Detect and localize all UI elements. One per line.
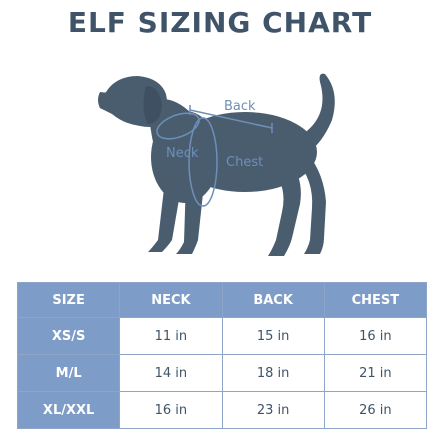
chest-cell: 21 in (323, 354, 428, 392)
dog-figure: Back Neck Chest (98, 73, 335, 256)
neck-label: Neck (166, 146, 199, 161)
chest-measure-loop (188, 117, 218, 207)
sizing-table: SIZE NECK BACK CHEST XS/S 11 in 15 in 16… (16, 282, 428, 429)
neck-cell: 16 in (119, 391, 223, 429)
header-chest: CHEST (323, 282, 428, 318)
neck-cell: 11 in (119, 317, 223, 355)
size-cell: M/L (16, 354, 121, 392)
header-size: SIZE (16, 282, 121, 318)
dog-silhouette-icon (98, 73, 335, 256)
neck-cell: 14 in (119, 354, 223, 392)
table-row: XL/XXL 16 in 23 in 26 in (16, 391, 428, 429)
back-measure-line (189, 109, 273, 129)
back-cell: 18 in (221, 354, 325, 392)
page-title: ELF SIZING CHART (67, 6, 373, 39)
header-back: BACK (221, 282, 325, 318)
table-header-row: SIZE NECK BACK CHEST (16, 282, 428, 318)
chest-cell: 16 in (323, 317, 428, 355)
neck-measure-loop (156, 112, 200, 140)
header-neck: NECK (119, 282, 223, 318)
measurement-guides (156, 105, 273, 207)
back-cell: 15 in (221, 317, 325, 355)
back-cell: 23 in (221, 391, 325, 429)
chest-cell: 26 in (323, 391, 428, 429)
table-row: XS/S 11 in 15 in 16 in (16, 317, 428, 355)
size-cell: XS/S (16, 317, 121, 355)
chest-label: Chest (226, 155, 263, 170)
table-row: M/L 14 in 18 in 21 in (16, 354, 428, 392)
size-cell: XL/XXL (16, 391, 121, 429)
back-label: Back (224, 99, 256, 114)
